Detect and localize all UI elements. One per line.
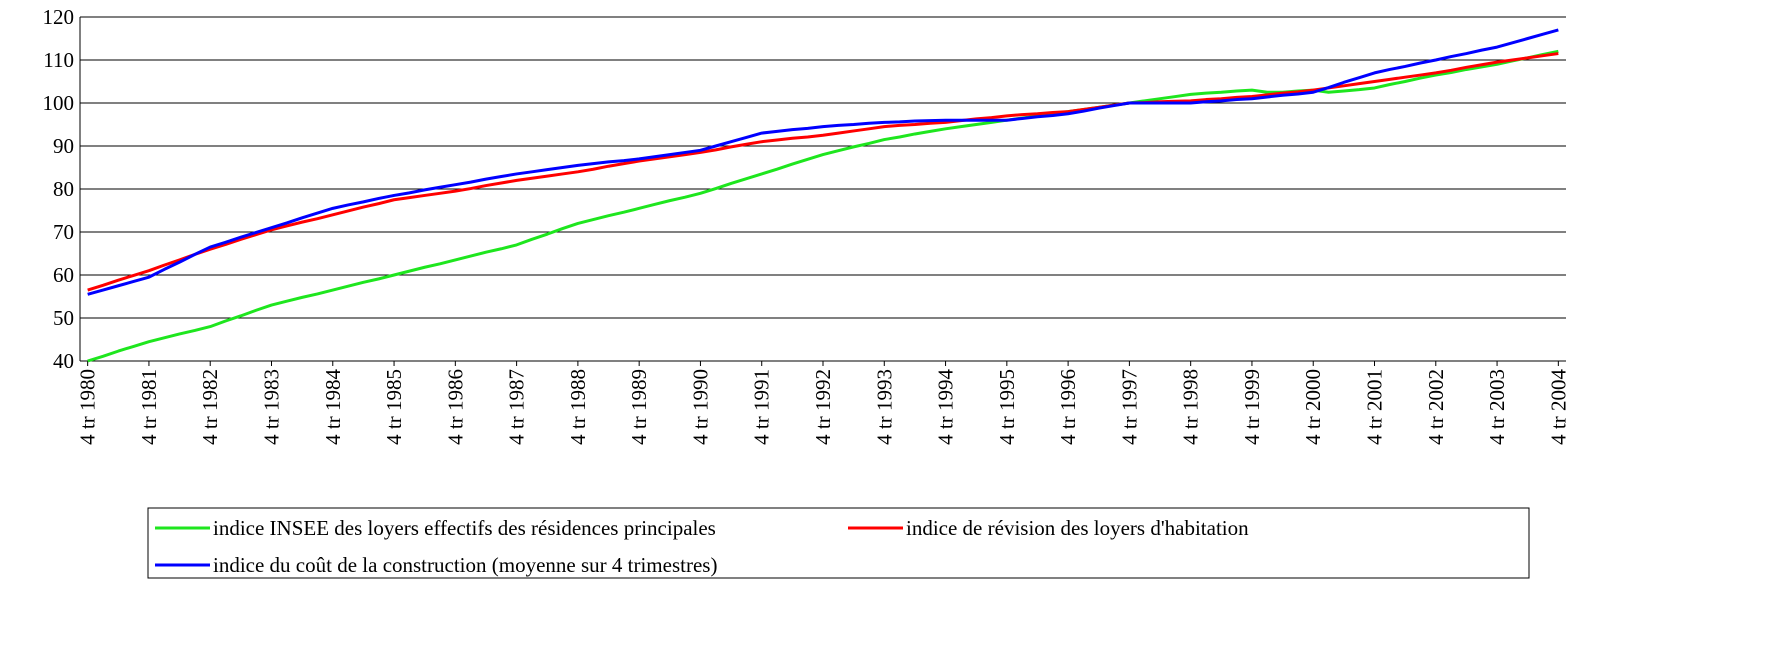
- x-tick-label: 4 tr 1981: [137, 369, 161, 445]
- x-tick-label: 4 tr 1991: [750, 369, 774, 445]
- series-line: [87, 49, 1559, 363]
- legend-box: [147, 507, 1530, 579]
- y-tick-label: 60: [53, 263, 74, 287]
- x-tick-label: 4 tr 2001: [1363, 369, 1387, 445]
- legend: indice INSEE des loyers effectifs des ré…: [147, 507, 1530, 579]
- legend-label: indice du coût de la construction (moyen…: [213, 553, 717, 577]
- x-tick-label: 4 tr 1982: [198, 369, 222, 445]
- y-tick-label: 110: [43, 48, 74, 72]
- y-tick-label: 120: [43, 5, 75, 29]
- x-tick-label: 4 tr 1985: [382, 369, 406, 445]
- x-tick-label: 4 tr 1989: [627, 369, 651, 445]
- x-tick-label: 4 tr 1990: [688, 369, 712, 445]
- y-tick-label: 90: [53, 134, 74, 158]
- x-tick-label: 4 tr 1995: [995, 369, 1019, 445]
- x-tick-label: 4 tr 1996: [1056, 369, 1080, 445]
- x-tick-label: 4 tr 1998: [1179, 369, 1203, 445]
- y-tick-label: 100: [43, 91, 75, 115]
- x-tick-label: 4 tr 2002: [1424, 369, 1448, 445]
- x-tick-label: 4 tr 2003: [1485, 369, 1509, 445]
- y-tick-label: 80: [53, 177, 74, 201]
- y-tick-label: 70: [53, 220, 74, 244]
- x-tick-label: 4 tr 1988: [566, 369, 590, 445]
- legend-label: indice INSEE des loyers effectifs des ré…: [213, 516, 716, 540]
- x-tick-label: 4 tr 1997: [1117, 369, 1141, 445]
- x-tick-label: 4 tr 1984: [321, 369, 345, 445]
- y-tick-label: 50: [53, 306, 74, 330]
- x-tick-label: 4 tr 1994: [934, 369, 958, 445]
- x-tick-label: 4 tr 2004: [1546, 369, 1570, 445]
- x-tick-label: 4 tr 1993: [872, 369, 896, 445]
- y-tick-label: 40: [53, 349, 74, 373]
- x-tick-label: 4 tr 2000: [1301, 369, 1325, 445]
- series-line: [87, 28, 1559, 296]
- x-tick-label: 4 tr 1980: [76, 369, 100, 445]
- series-line: [87, 52, 1559, 292]
- x-tick-label: 4 tr 1999: [1240, 369, 1264, 445]
- legend-label: indice de révision des loyers d'habitati…: [906, 516, 1249, 540]
- x-tick-label: 4 tr 1992: [811, 369, 835, 445]
- x-tick-label: 4 tr 1987: [505, 369, 529, 445]
- x-tick-label: 4 tr 1983: [259, 369, 283, 445]
- x-tick-label: 4 tr 1986: [443, 369, 467, 445]
